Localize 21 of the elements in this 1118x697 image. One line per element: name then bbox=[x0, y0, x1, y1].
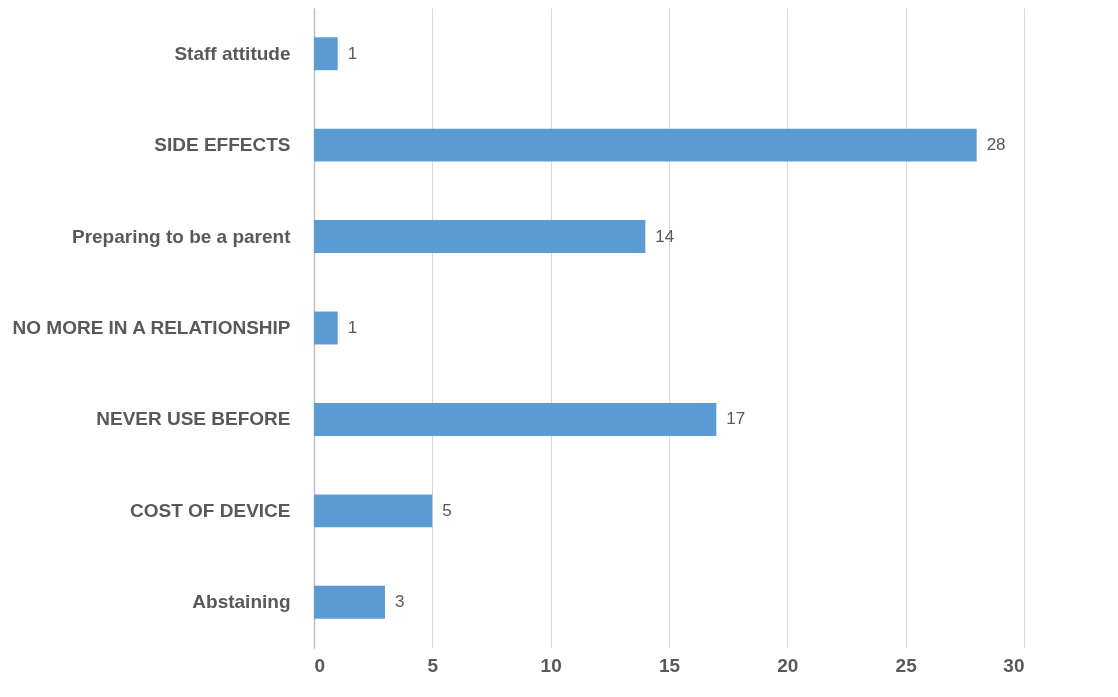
data-label: 5 bbox=[442, 500, 452, 520]
data-label: 28 bbox=[986, 135, 1006, 155]
x-tick-label: 5 bbox=[427, 654, 439, 676]
x-tick-label: 10 bbox=[540, 654, 562, 676]
y-tick-label: NO MORE IN A RELATIONSHIP bbox=[12, 317, 291, 338]
y-tick-label: NEVER USE BEFORE bbox=[96, 408, 291, 430]
y-tick-label: SIDE EFFECTS bbox=[154, 134, 291, 156]
x-tick-label: 20 bbox=[777, 654, 799, 676]
y-tick-label: Abstaining bbox=[192, 591, 291, 613]
x-tick-label: 25 bbox=[895, 654, 918, 676]
data-label: 14 bbox=[655, 226, 675, 246]
data-label: 1 bbox=[347, 318, 358, 337]
y-tick-label: Preparing to be a parent bbox=[71, 225, 292, 247]
y-tick-label: COST OF DEVICE bbox=[130, 499, 291, 521]
x-tick-label: 30 bbox=[1003, 654, 1025, 676]
y-tick-label: Staff attitude bbox=[174, 42, 291, 64]
data-label: 1 bbox=[347, 43, 358, 63]
x-tick-label: 15 bbox=[658, 654, 681, 676]
data-label: 17 bbox=[726, 409, 746, 429]
x-tick-label: 0 bbox=[314, 654, 326, 676]
data-label: 3 bbox=[395, 592, 405, 612]
